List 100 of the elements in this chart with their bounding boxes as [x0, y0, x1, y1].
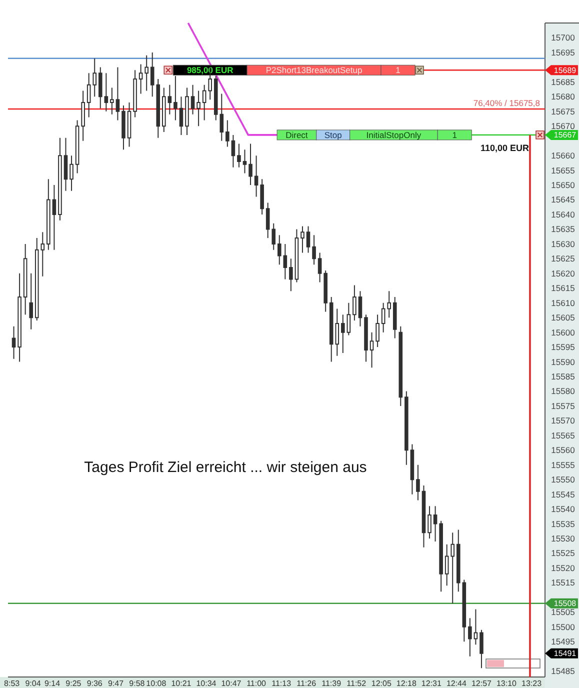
candlestick	[18, 272, 22, 362]
y-tick-label: 15640	[551, 209, 576, 220]
y-tick-label: 15505	[551, 607, 576, 618]
annotation: P2Short13BreakoutSetup	[266, 65, 363, 76]
ref-line-label: 15508	[554, 599, 577, 608]
y-tick-label: 15565	[551, 430, 576, 440]
candlestick	[422, 485, 426, 548]
candlestick	[110, 87, 114, 115]
annotation: Tages Profit Ziel erreicht ... wir steigen aus	[84, 459, 367, 476]
annotation: Stop	[324, 130, 342, 140]
candlestick	[138, 64, 143, 94]
y-tick-label: 15520	[551, 562, 576, 573]
candlestick	[439, 520, 443, 592]
candlestick	[248, 143, 252, 186]
candlestick	[46, 178, 50, 250]
text: 15491	[554, 649, 577, 658]
candlestick	[376, 314, 380, 348]
x-tick-label: 12:18	[396, 679, 417, 688]
y-tick-label: 15500	[551, 622, 576, 632]
y-tick-label: 15645	[551, 194, 576, 205]
y-tick-label: 15660	[551, 150, 576, 161]
x-tick-label: 9:58	[129, 679, 146, 688]
candlestick	[231, 134, 236, 168]
candlestick	[416, 464, 420, 501]
candlestick	[294, 228, 299, 283]
candlestick	[324, 270, 328, 312]
x-tick-label: 10:34	[196, 679, 217, 688]
y-tick-label: 15620	[551, 268, 576, 278]
candlestick	[174, 76, 178, 121]
y-tick-label: 15675	[551, 106, 576, 116]
candlestick	[75, 120, 80, 174]
candlestick	[392, 296, 397, 339]
candlestick	[122, 104, 126, 150]
y-tick-label: 15680	[551, 92, 576, 102]
y-tick-label: 15575	[551, 400, 576, 411]
candlestick	[127, 102, 132, 148]
y-tick-label: 15590	[551, 356, 576, 367]
candlestick	[474, 608, 478, 646]
x-tick-label: 12:44	[446, 679, 468, 688]
candlestick	[444, 544, 449, 586]
y-tick-label: 15555	[551, 460, 576, 470]
candlestick	[358, 290, 362, 327]
candlestick	[318, 252, 322, 283]
candlestick	[23, 243, 28, 316]
y-tick-label: 15625	[551, 254, 576, 264]
y-tick-label: 15670	[551, 121, 576, 132]
y-tick-label: 15650	[551, 180, 576, 190]
candlestick	[277, 234, 282, 266]
candlestick	[226, 120, 230, 148]
y-tick-label: 15580	[551, 386, 576, 396]
x-tick-label: 10:47	[221, 679, 242, 688]
x-tick-label: 10:08	[146, 679, 167, 688]
candlestick	[162, 87, 166, 132]
candlestick	[450, 532, 455, 604]
annotation: InitialStopOnly	[366, 130, 422, 140]
y-tick-label: 15585	[551, 371, 576, 382]
candlestick	[283, 243, 288, 280]
y-tick-label: 15605	[551, 312, 576, 323]
candlestick	[346, 302, 351, 336]
candlestick	[387, 290, 391, 318]
annotation: 110,00 EUR	[480, 143, 530, 153]
y-tick-label: 15535	[551, 518, 576, 529]
candlestick	[98, 66, 102, 109]
candlestick	[341, 314, 345, 354]
y-tick-label: 15525	[551, 548, 576, 558]
y-tick-label: 15635	[551, 224, 576, 234]
candlestick	[433, 506, 438, 542]
candlestick	[300, 226, 304, 254]
candlestick	[398, 326, 403, 406]
x-tick-label: 9:36	[86, 679, 103, 688]
annotation: 985,00 EUR	[186, 65, 234, 76]
candlestick	[64, 137, 68, 192]
candlestick	[312, 234, 316, 266]
candlestick	[370, 332, 374, 368]
x-tick-label: 11:52	[346, 679, 367, 688]
candlestick	[104, 72, 108, 112]
y-tick-label: 15595	[551, 342, 576, 352]
candlestick	[12, 326, 16, 360]
y-tick-label: 15615	[551, 283, 576, 294]
candlestick	[266, 202, 270, 239]
candlestick	[404, 390, 408, 466]
x-tick-label: 12:05	[371, 679, 392, 688]
candlestick	[242, 149, 247, 174]
x-tick-label: 13:23	[522, 679, 542, 688]
candlestick	[190, 84, 195, 115]
y-tick-label: 15485	[551, 666, 576, 676]
x-tick-label: 11:26	[296, 679, 317, 688]
candlestick	[237, 143, 241, 168]
x-tick-label: 13:10	[496, 679, 518, 688]
y-tick-label: 15515	[551, 578, 576, 588]
candlestick	[352, 284, 356, 322]
y-tick-label: 15630	[551, 238, 576, 249]
candlestick	[306, 226, 310, 254]
candlestick	[272, 222, 276, 250]
candlestick	[70, 155, 74, 192]
candlestick	[410, 444, 414, 495]
annotation: 1	[452, 130, 458, 140]
candlestick	[468, 618, 472, 657]
y-tick-label: 15655	[551, 165, 576, 176]
y-tick-label: 15685	[551, 76, 576, 87]
